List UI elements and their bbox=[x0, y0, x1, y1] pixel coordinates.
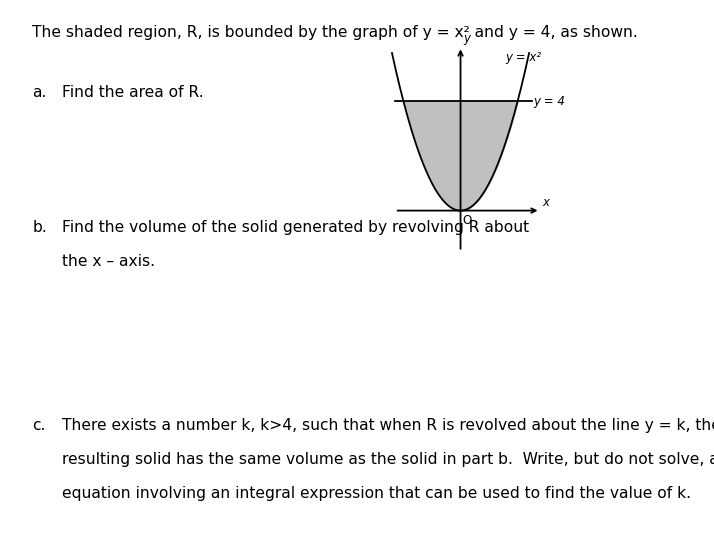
Text: There exists a number k, k>4, such that when R is revolved about the line y = k,: There exists a number k, k>4, such that … bbox=[62, 418, 714, 433]
Text: Find the area of R.: Find the area of R. bbox=[62, 85, 203, 100]
Text: c.: c. bbox=[32, 418, 46, 433]
Text: y: y bbox=[463, 32, 471, 45]
Text: x: x bbox=[542, 196, 549, 209]
Text: y = 4: y = 4 bbox=[533, 95, 565, 108]
Text: O: O bbox=[463, 214, 472, 227]
Text: resulting solid has the same volume as the solid in part b.  Write, but do not s: resulting solid has the same volume as t… bbox=[62, 452, 714, 467]
Text: y = x²: y = x² bbox=[505, 51, 541, 64]
Text: equation involving an integral expression that can be used to find the value of : equation involving an integral expressio… bbox=[62, 486, 691, 501]
Text: b.: b. bbox=[32, 220, 47, 235]
Text: a.: a. bbox=[32, 85, 46, 100]
Text: Find the volume of the solid generated by revolving R about: Find the volume of the solid generated b… bbox=[62, 220, 529, 235]
Text: The shaded region, R, is bounded by the graph of y = x² and y = 4, as shown.: The shaded region, R, is bounded by the … bbox=[32, 25, 638, 39]
Text: the x – axis.: the x – axis. bbox=[62, 254, 155, 269]
